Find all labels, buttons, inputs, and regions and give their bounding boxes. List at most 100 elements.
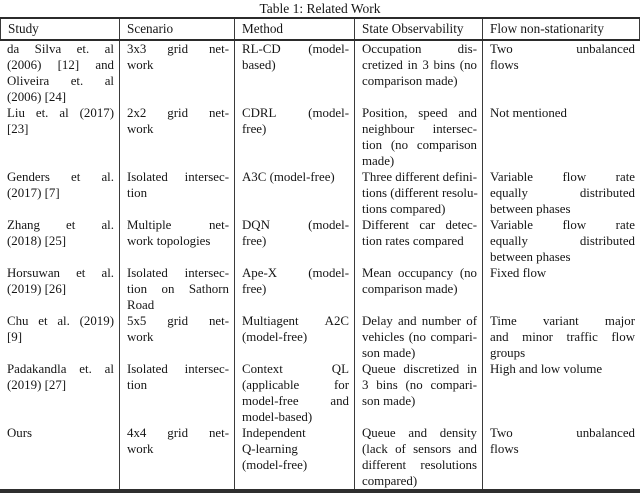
- cell-study: Zhang et al. (2018) [25]: [0, 217, 120, 265]
- table-row: Padakandla et. al (2019) [27] Isolated int…: [0, 361, 640, 425]
- cell-text-line: Time variant major: [490, 314, 635, 328]
- cell-study: Horsuwan et al. (2019) [26]: [0, 265, 120, 313]
- cell-method: Multiagent A2C (model-free): [235, 313, 355, 361]
- table-row: Ours 4x4 grid net-work Independent Q-learni…: [0, 425, 640, 489]
- cell-flow-non-stationarity: Fixed flow: [483, 265, 640, 313]
- cell-text-line: (applicable for: [242, 378, 349, 392]
- cell-study: Chu et al. (2019) [9]: [0, 313, 120, 361]
- table-row: Chu et al. (2019) [9] 5x5 grid net-work Mul…: [0, 313, 640, 361]
- cell-text-line: Zhang et al.: [7, 218, 114, 232]
- cell-study: da Silva et. al (2006) [12] and Oliveira e…: [0, 41, 120, 105]
- cell-text-line: between phases: [490, 250, 571, 264]
- cell-text-line: Different car detec-: [362, 218, 477, 232]
- cell-flow-non-stationarity: Time variant major and minor traffic flow…: [483, 313, 640, 361]
- cell-text-line: [23]: [7, 122, 29, 136]
- cell-text-line: comparison made): [362, 282, 458, 296]
- cell-method: Ape-X (model-free): [235, 265, 355, 313]
- cell-text-line: tion: [127, 378, 148, 392]
- cell-text-line: 3 bins (no compari-: [362, 378, 477, 392]
- cell-text-line: tions compared): [362, 202, 446, 216]
- cell-flow-non-stationarity: Variable flow rate equally distributed bet…: [483, 169, 640, 217]
- cell-state-observability: Three different defini-tions (different …: [355, 169, 483, 217]
- cell-text-line: groups: [490, 346, 526, 360]
- cell-state-observability: Queue and density (lack of sensors and dif…: [355, 425, 483, 489]
- cell-text-line: equally distributed: [490, 234, 635, 248]
- cell-text-line: Padakandla et. al: [7, 362, 114, 376]
- table-row: Liu et. al (2017) [23] 2x2 grid net-work CD…: [0, 105, 640, 169]
- cell-flow-non-stationarity: Variable flow rate equally distributed bet…: [483, 217, 640, 265]
- cell-text-line: 3x3 grid net-: [127, 42, 229, 56]
- cell-text-line: Oliveira et. al: [7, 74, 114, 88]
- cell-method: CDRL (model-free): [235, 105, 355, 169]
- cell-method: DQN (model-free): [235, 217, 355, 265]
- cell-text-line: different resolutions: [362, 458, 477, 472]
- cell-scenario: 4x4 grid net-work: [120, 425, 235, 489]
- cell-text-line: neighbour intersec-: [362, 122, 477, 136]
- cell-method: Independent Q-learning (model-free): [235, 425, 355, 489]
- cell-text-line: Delay and number of: [362, 314, 477, 328]
- cell-text-line: (2019) [26]: [7, 282, 67, 296]
- cell-text-line: (2006) [12] and: [7, 58, 114, 72]
- cell-study: Genders et al. (2017) [7]: [0, 169, 120, 217]
- cell-text-line: (2006) [24]: [7, 90, 67, 104]
- cell-text-line: 5x5 grid net-: [127, 314, 229, 328]
- cell-method: A3C (model-free): [235, 169, 355, 217]
- cell-text-line: work: [127, 58, 154, 72]
- cell-text-line: Chu et al. (2019): [7, 314, 114, 328]
- column-header-study: Study: [0, 19, 120, 39]
- cell-text-line: cretized in 3 bins (no: [362, 58, 477, 72]
- cell-text-line: Ours: [7, 426, 33, 440]
- cell-text-line: comparison made): [362, 74, 458, 88]
- cell-study: Ours: [0, 425, 120, 489]
- cell-text-line: tion on Sathorn: [127, 282, 229, 296]
- cell-text-line: Context QL: [242, 362, 349, 376]
- cell-text-line: Q-learning: [242, 442, 298, 456]
- cell-text-line: (2019) [27]: [7, 378, 67, 392]
- cell-text-line: RL-CD (model-: [242, 42, 349, 56]
- cell-text-line: work: [127, 330, 154, 344]
- cell-text-line: free): [242, 282, 267, 296]
- cell-text-line: Not mentioned: [490, 106, 567, 120]
- cell-text-line: model-free and: [242, 394, 349, 408]
- cell-text-line: Ape-X (model-: [242, 266, 349, 280]
- cell-text-line: DQN (model-: [242, 218, 349, 232]
- cell-text-line: tion (no comparison: [362, 138, 477, 152]
- cell-state-observability: Delay and number of vehicles (no compari-…: [355, 313, 483, 361]
- table-row: da Silva et. al (2006) [12] and Oliveira e…: [0, 41, 640, 105]
- table-header-row: Study Scenario Method State Observability Fl…: [0, 17, 640, 41]
- cell-method: Context QL (applicable for model-free and m…: [235, 361, 355, 425]
- cell-text-line: work topologies: [127, 234, 211, 248]
- cell-text-line: Three different defini-: [362, 170, 478, 184]
- table-body: da Silva et. al (2006) [12] and Oliveira e…: [0, 41, 640, 493]
- cell-text-line: Isolated intersec-: [127, 170, 229, 184]
- cell-text-line: tion rates compared: [362, 234, 464, 248]
- cell-text-line: (2018) [25]: [7, 234, 67, 248]
- cell-text-line: da Silva et. al: [7, 42, 114, 56]
- cell-text-line: son made): [362, 346, 416, 360]
- cell-text-line: High and low volume: [490, 362, 603, 376]
- cell-text-line: (lack of sensors and: [362, 442, 477, 456]
- cell-text-line: Liu et. al (2017): [7, 106, 114, 120]
- cell-text-line: made): [362, 154, 395, 168]
- cell-scenario: 2x2 grid net-work: [120, 105, 235, 169]
- cell-text-line: Horsuwan et al.: [7, 266, 114, 280]
- cell-text-line: Road: [127, 298, 155, 312]
- cell-text-line: Multiple net-: [127, 218, 229, 232]
- cell-text-line: Position, speed and: [362, 106, 477, 120]
- cell-flow-non-stationarity: High and low volume: [483, 361, 640, 425]
- cell-text-line: compared): [362, 474, 418, 488]
- cell-text-line: free): [242, 122, 267, 136]
- cell-text-line: equally distributed: [490, 186, 635, 200]
- table-row: Genders et al. (2017) [7] Isolated interse…: [0, 169, 640, 217]
- table-row: Zhang et al. (2018) [25] Multiple net-work…: [0, 217, 640, 265]
- cell-text-line: Independent: [242, 426, 306, 440]
- cell-state-observability: Position, speed and neighbour intersec-ti…: [355, 105, 483, 169]
- cell-text-line: [9]: [7, 330, 23, 344]
- cell-scenario: Multiple net-work topologies: [120, 217, 235, 265]
- cell-text-line: work: [127, 442, 154, 456]
- cell-text-line: Isolated intersec-: [127, 362, 229, 376]
- cell-text-line: flows: [490, 58, 519, 72]
- cell-state-observability: Queue discretized in 3 bins (no compari-s…: [355, 361, 483, 425]
- cell-scenario: Isolated intersec-tion: [120, 169, 235, 217]
